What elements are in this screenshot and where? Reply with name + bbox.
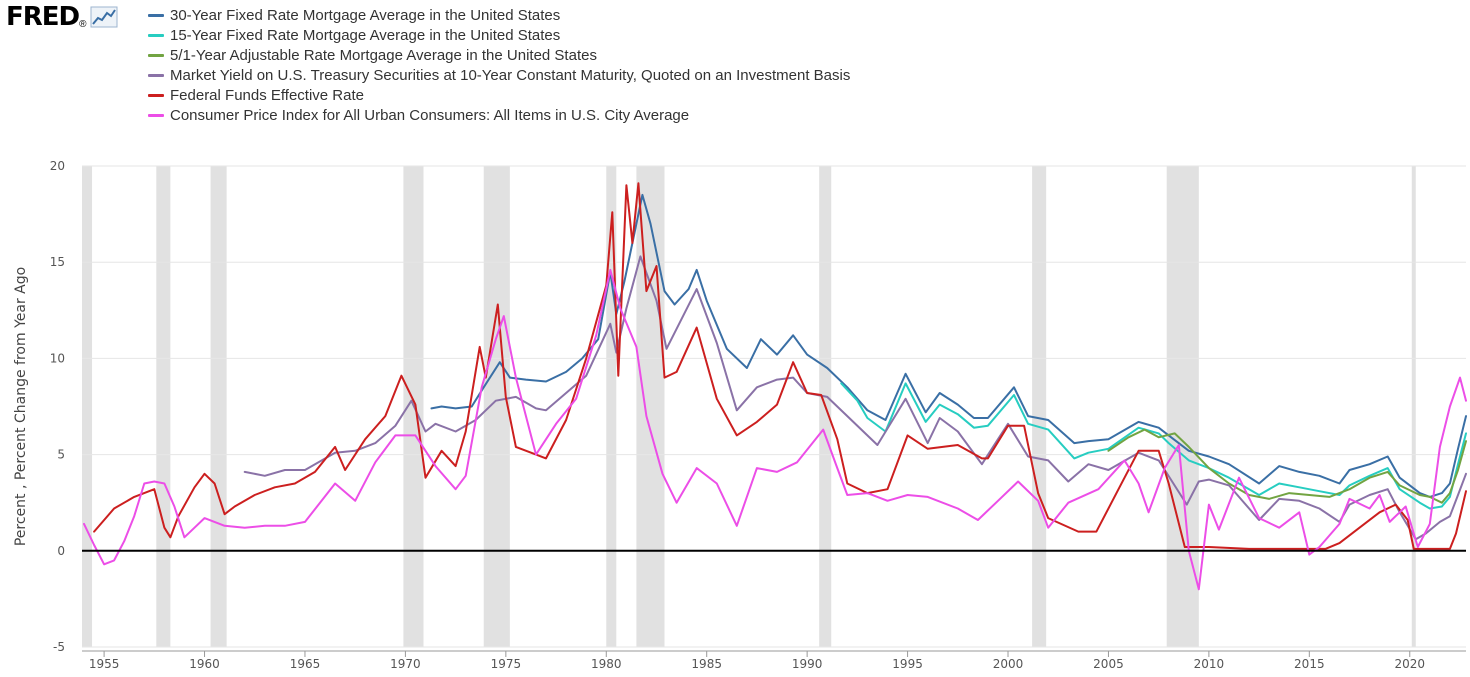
legend-swatch <box>148 93 164 97</box>
legend-label: 15-Year Fixed Rate Mortgage Average in t… <box>170 26 561 44</box>
x-tick-label: 1995 <box>892 657 923 671</box>
x-tick-label: 2005 <box>1093 657 1124 671</box>
y-tick-label: 15 <box>50 255 65 269</box>
x-tick-label: 1970 <box>390 657 421 671</box>
x-tick-label: 2000 <box>993 657 1024 671</box>
x-tick-label: 1990 <box>792 657 823 671</box>
recession-band-8 <box>1032 166 1047 647</box>
y-tick-label: -5 <box>53 640 65 654</box>
recession-band-1 <box>156 166 171 647</box>
x-tick-label: 2020 <box>1394 657 1425 671</box>
legend-label: Market Yield on U.S. Treasury Securities… <box>170 66 851 84</box>
legend-label: Federal Funds Effective Rate <box>170 86 364 104</box>
legend-label: 30-Year Fixed Rate Mortgage Average in t… <box>170 6 561 24</box>
registered-mark: ® <box>79 18 87 30</box>
legend-swatch <box>148 73 164 77</box>
recession-band-0 <box>82 166 93 647</box>
series-line-5 <box>83 268 1467 591</box>
legend-item[interactable]: Consumer Price Index for All Urban Consu… <box>148 105 850 125</box>
x-tick-label: 1980 <box>591 657 622 671</box>
y-axis-title: Percent , Percent Change from Year Ago <box>13 267 29 546</box>
legend-label: 5/1-Year Adjustable Rate Mortgage Averag… <box>170 46 597 64</box>
x-tick-label: 1985 <box>691 657 722 671</box>
y-tick-label: 0 <box>57 544 65 558</box>
legend-swatch <box>148 13 164 17</box>
recession-band-4 <box>483 166 510 647</box>
x-tick-label: 1975 <box>491 657 522 671</box>
x-tick-label: 2010 <box>1194 657 1225 671</box>
recession-band-5 <box>606 166 617 647</box>
recession-band-6 <box>636 166 665 647</box>
legend-item[interactable]: Market Yield on U.S. Treasury Securities… <box>148 65 850 85</box>
trend-graph-icon <box>90 6 117 28</box>
fred-logo[interactable]: FRED ® <box>6 2 118 32</box>
legend-item[interactable]: Federal Funds Effective Rate <box>148 85 850 105</box>
recession-band-2 <box>210 166 227 647</box>
recession-band-10 <box>1411 166 1416 647</box>
legend-label: Consumer Price Index for All Urban Consu… <box>170 106 690 124</box>
logo-text: FRED <box>6 2 80 32</box>
series-line-0 <box>430 193 1467 498</box>
chart-legend: 30-Year Fixed Rate Mortgage Average in t… <box>148 5 850 125</box>
legend-swatch <box>148 53 164 57</box>
y-tick-label: 10 <box>50 351 65 365</box>
series-line-1 <box>840 382 1467 510</box>
legend-item[interactable]: 30-Year Fixed Rate Mortgage Average in t… <box>148 5 850 25</box>
x-tick-label: 2015 <box>1294 657 1325 671</box>
series-line-3 <box>243 255 1467 541</box>
series-line-4 <box>93 182 1467 550</box>
legend-swatch <box>148 33 164 37</box>
legend-swatch <box>148 113 164 117</box>
legend-item[interactable]: 5/1-Year Adjustable Rate Mortgage Averag… <box>148 45 850 65</box>
y-tick-label: 5 <box>57 448 65 462</box>
x-tick-label: 1965 <box>290 657 321 671</box>
x-tick-label: 1960 <box>189 657 220 671</box>
x-tick-label: 1955 <box>89 657 120 671</box>
y-tick-label: 20 <box>50 159 65 173</box>
legend-item[interactable]: 15-Year Fixed Rate Mortgage Average in t… <box>148 25 850 45</box>
